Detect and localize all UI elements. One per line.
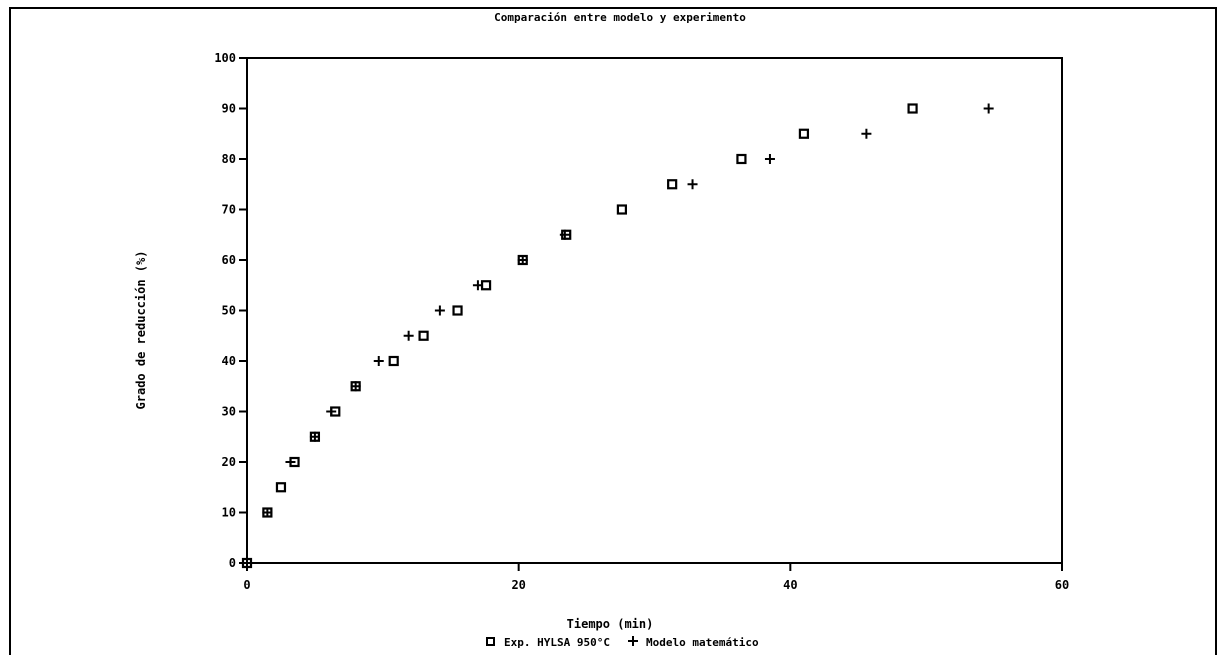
data-point-model	[517, 255, 528, 265]
legend-label-model: Modelo matemático	[646, 636, 759, 649]
data-point-model	[559, 229, 570, 240]
x-tick-label: 0	[243, 578, 250, 592]
y-tick-label: 40	[222, 354, 236, 368]
x-tick-label: 40	[783, 578, 797, 592]
data-point-model	[262, 507, 273, 518]
plot-frame	[246, 57, 1063, 564]
data-point-experiment	[667, 179, 678, 190]
data-point-model	[242, 558, 252, 568]
data-point-model	[350, 381, 361, 392]
data-point-experiment	[907, 103, 918, 114]
x-tick-label: 60	[1055, 578, 1069, 592]
legend-square-icon	[486, 637, 495, 646]
legend-plus-icon	[628, 636, 638, 646]
y-tick-label: 30	[222, 405, 236, 419]
data-point-experiment	[480, 280, 492, 291]
chart-frame	[9, 7, 1217, 655]
y-tick-label: 70	[222, 203, 236, 217]
x-axis-label: Tiempo (min)	[567, 617, 654, 631]
data-point-model	[309, 431, 320, 442]
data-point-model	[861, 128, 872, 139]
data-point-experiment	[452, 305, 463, 316]
data-point-model	[373, 356, 384, 366]
data-point-experiment	[275, 482, 287, 493]
chart-title: Comparación entre modelo y experimento	[494, 11, 746, 24]
data-point-model	[403, 330, 414, 341]
y-tick-label: 100	[214, 51, 236, 65]
y-tick-label: 80	[222, 152, 236, 166]
data-point-experiment	[616, 204, 628, 215]
data-point-model	[983, 103, 994, 114]
data-point-model	[687, 179, 698, 190]
legend-label-experiment: Exp. HYLSA 950°C	[504, 636, 610, 649]
data-point-model	[285, 457, 296, 467]
data-point-model	[472, 280, 483, 291]
data-point-model	[326, 406, 337, 417]
y-tick-label: 50	[222, 304, 236, 318]
y-tick-label: 90	[222, 102, 236, 116]
data-point-experiment	[736, 153, 747, 165]
y-tick-label: 0	[229, 556, 236, 570]
data-point-experiment	[798, 128, 810, 139]
data-point-model	[434, 305, 445, 316]
x-axis: 0 20 40 60	[243, 563, 1069, 592]
y-axis-label: Grado de reducción (%)	[134, 251, 148, 410]
y-tick-label: 60	[222, 253, 236, 267]
data-point-experiment	[388, 355, 399, 367]
data-point-model	[764, 154, 775, 164]
legend: Exp. HYLSA 950°C Modelo matemático	[486, 636, 759, 649]
y-tick-label: 20	[222, 455, 236, 469]
data-marks	[241, 103, 994, 569]
plot-area	[246, 57, 1063, 564]
y-axis: 0 10 20 30 40 50 60 70 80 90 100	[214, 51, 247, 570]
y-tick-label: 10	[222, 506, 236, 520]
data-point-experiment	[418, 330, 429, 341]
x-tick-label: 20	[511, 578, 525, 592]
